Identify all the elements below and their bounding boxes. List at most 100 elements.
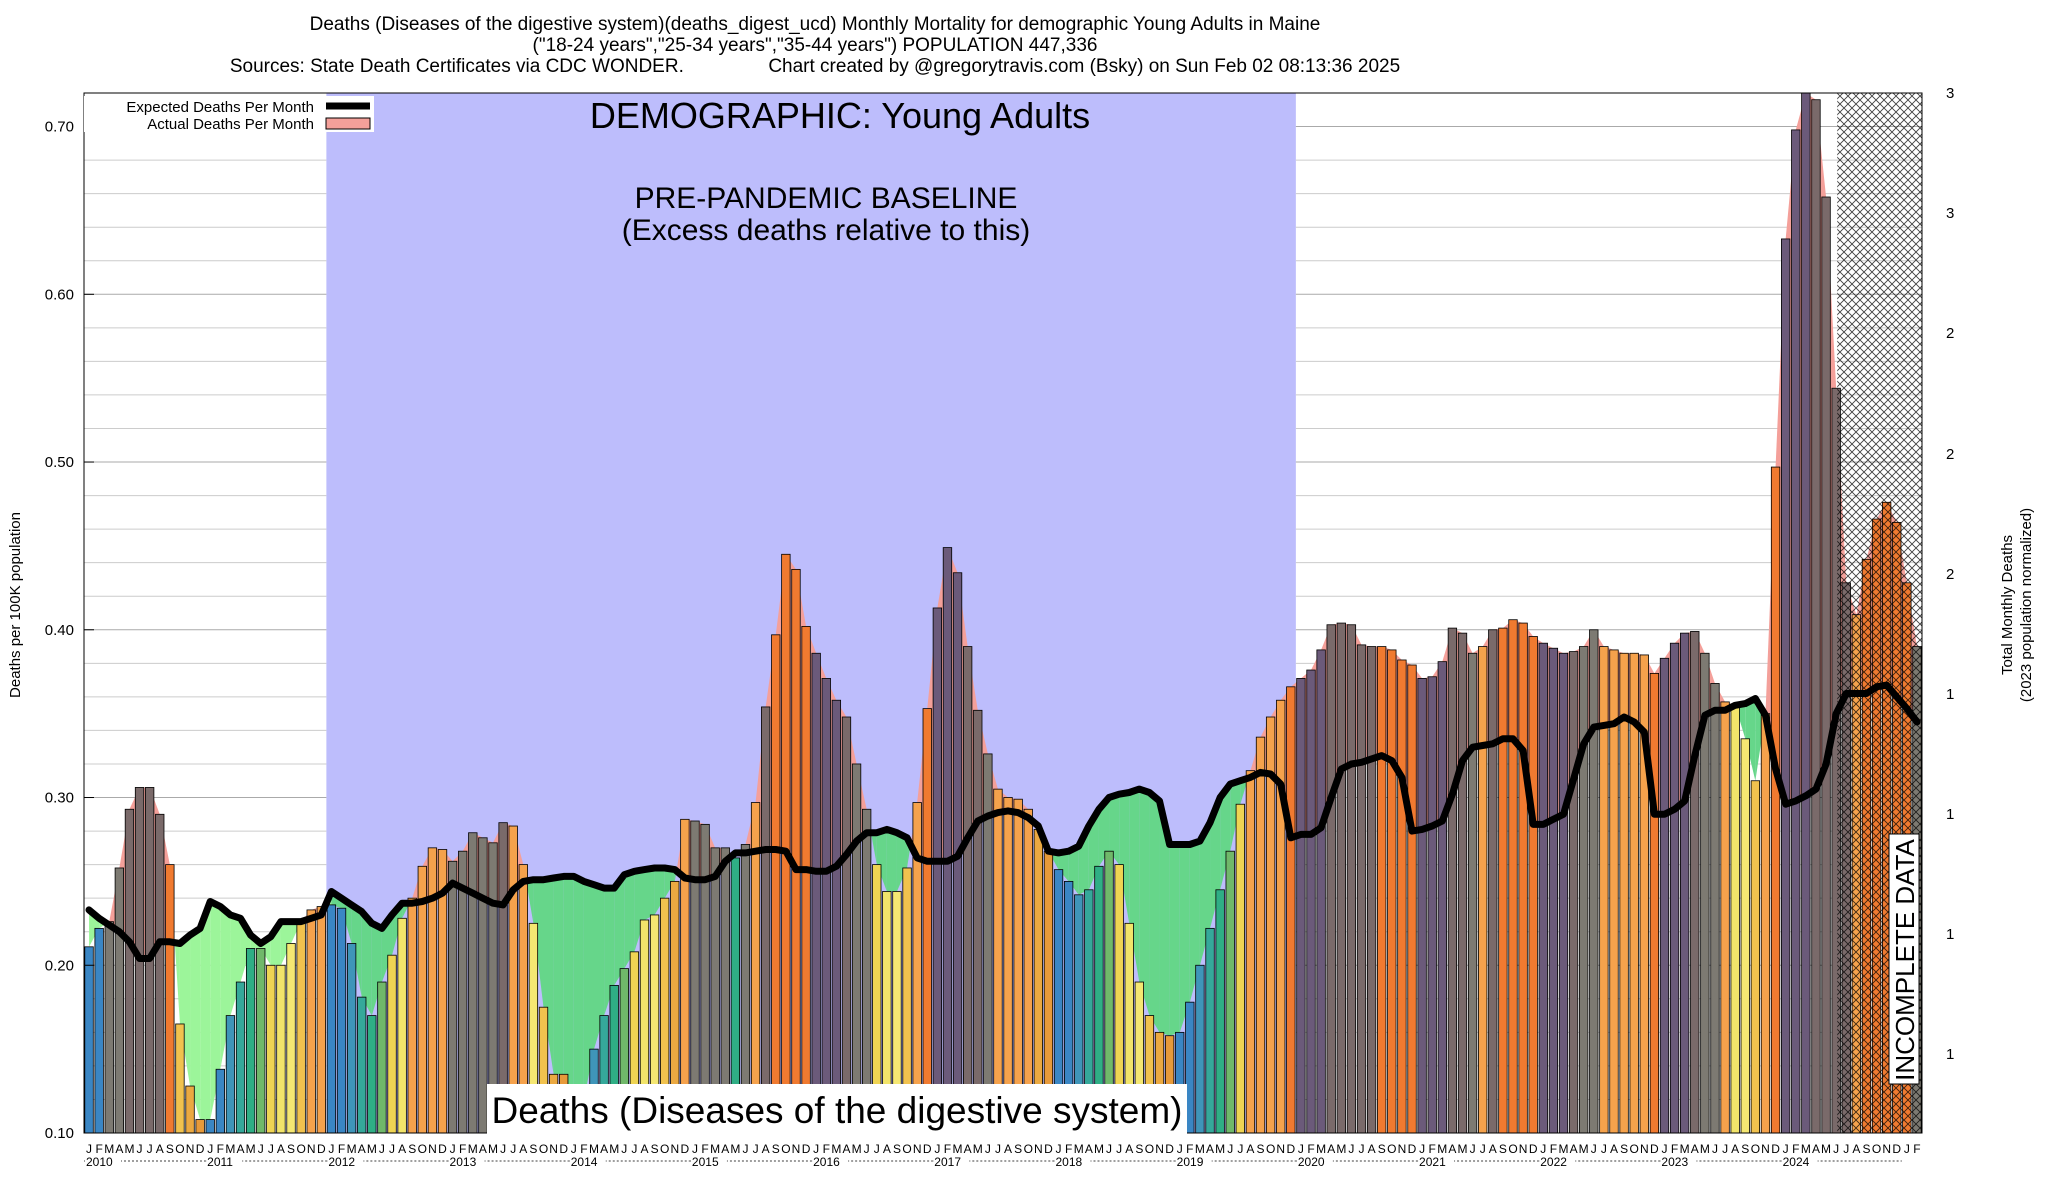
bar — [1760, 713, 1771, 1134]
bar — [1366, 646, 1377, 1134]
bar — [387, 954, 397, 1134]
year-label-bg — [1660, 1155, 1697, 1168]
month-tick-label: J — [995, 1142, 1001, 1156]
month-tick-label: J — [1419, 1142, 1425, 1156]
month-tick-label: F — [823, 1142, 830, 1156]
bar — [1720, 701, 1730, 1134]
month-tick-label: A — [1570, 1142, 1578, 1156]
bar — [1821, 196, 1831, 1134]
bar — [1669, 642, 1680, 1134]
month-tick-label: O — [1872, 1142, 1881, 1156]
bar — [791, 568, 801, 1134]
bar — [1558, 652, 1569, 1134]
deficit-area — [876, 829, 887, 892]
deficit-area — [1109, 794, 1120, 865]
month-tick-label: N — [670, 1142, 679, 1156]
month-tick-label: J — [1783, 1142, 1789, 1156]
deficit-area — [1240, 778, 1249, 805]
bar — [1528, 636, 1538, 1134]
month-tick-label: S — [287, 1142, 295, 1156]
bar — [1245, 770, 1256, 1134]
month-tick-label: D — [559, 1142, 568, 1156]
deficit-area — [1179, 844, 1190, 1033]
bar — [447, 860, 458, 1134]
month-tick-label: N — [1519, 1142, 1528, 1156]
bar — [973, 709, 983, 1134]
bar — [367, 1015, 377, 1134]
y-axis-label: Deaths per 100K population — [7, 512, 24, 698]
month-tick-label: O — [1266, 1142, 1275, 1156]
month-tick-label: A — [842, 1142, 850, 1156]
month-tick-label: M — [488, 1142, 498, 1156]
bar — [1225, 850, 1235, 1134]
bar — [397, 917, 407, 1134]
bar — [801, 626, 811, 1134]
bar — [993, 788, 1003, 1134]
month-tick-label: J — [1116, 1142, 1122, 1156]
month-tick-label: A — [1610, 1142, 1618, 1156]
bar — [1538, 642, 1548, 1134]
chart-subtitle: ("18-24 years","25-34 years","35-44 year… — [532, 35, 1098, 56]
month-tick-label: F — [217, 1142, 224, 1156]
year-label-bg — [206, 1155, 243, 1168]
month-tick-label: J — [571, 1142, 577, 1156]
month-tick-label: J — [742, 1142, 748, 1156]
month-tick-label: D — [681, 1142, 690, 1156]
month-tick-label: A — [1246, 1142, 1254, 1156]
month-tick-label: M — [1094, 1142, 1104, 1156]
deficit-area — [1058, 851, 1069, 882]
bar — [155, 813, 165, 1134]
bar — [104, 921, 114, 1134]
month-tick-label: J — [1480, 1142, 1486, 1156]
deficit-area — [200, 901, 211, 1120]
expected-line-layer — [85, 681, 1921, 962]
month-tick-label: F — [1913, 1142, 1920, 1156]
month-tick-label: J — [268, 1142, 274, 1156]
bar — [1730, 704, 1740, 1134]
y2-tick-label: 3 — [1946, 205, 1954, 222]
month-tick-label: J — [753, 1142, 759, 1156]
year-tick-label: 2010 — [86, 1155, 113, 1169]
bar — [1397, 659, 1407, 1134]
bar — [266, 964, 276, 1134]
month-tick-label: M — [124, 1142, 134, 1156]
month-tick-label: J — [500, 1142, 506, 1156]
month-tick-label: M — [367, 1142, 377, 1156]
bar — [195, 1119, 205, 1134]
bar — [1750, 780, 1761, 1134]
bar — [771, 634, 781, 1134]
month-tick-label: M — [1215, 1142, 1225, 1156]
bar — [1387, 649, 1397, 1134]
bar — [185, 1085, 195, 1134]
month-tick-label: M — [347, 1142, 357, 1156]
bar — [336, 907, 347, 1134]
bar — [1286, 686, 1296, 1134]
deficit-area — [553, 876, 564, 1075]
bar — [1417, 678, 1427, 1134]
bar — [357, 996, 367, 1134]
bar — [942, 547, 953, 1134]
bar — [1316, 649, 1326, 1134]
month-tick-label: O — [1387, 1142, 1396, 1156]
month-tick-label: J — [1722, 1142, 1728, 1156]
y-tick-label: 0.30 — [45, 790, 74, 807]
bar — [94, 927, 104, 1134]
month-tick-label: J — [1540, 1142, 1546, 1156]
year-label-bg — [933, 1155, 970, 1168]
month-tick-label: J — [813, 1142, 819, 1156]
month-tick-label: M — [1074, 1142, 1084, 1156]
incomplete-label: INCOMPLETE DATA — [1890, 838, 1920, 1080]
month-tick-label: A — [358, 1142, 366, 1156]
month-tick-label: M — [1700, 1142, 1710, 1156]
month-tick-label: D — [196, 1142, 205, 1156]
bar — [1619, 652, 1629, 1134]
month-tick-label: O — [660, 1142, 669, 1156]
bar — [427, 847, 438, 1134]
bar — [1013, 798, 1023, 1134]
month-tick-label: J — [86, 1142, 92, 1156]
month-tick-label: O — [902, 1142, 911, 1156]
month-tick-label: J — [1591, 1142, 1597, 1156]
month-tick-label: N — [1155, 1142, 1164, 1156]
month-tick-label: J — [864, 1142, 870, 1156]
month-tick-label: N — [1398, 1142, 1407, 1156]
